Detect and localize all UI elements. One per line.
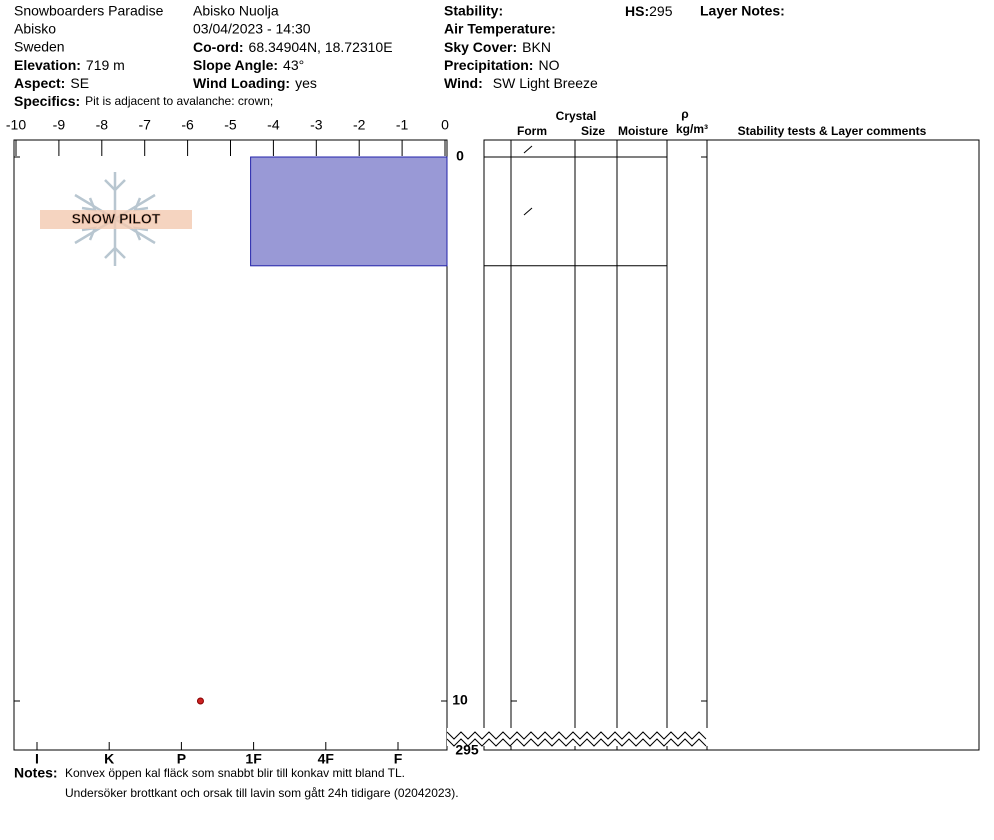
precipitation: Precipitation: NO [444, 57, 560, 73]
hardness-tick-label: 1F [245, 751, 262, 767]
value: SW Light Breeze [493, 75, 598, 91]
elevation: Elevation: 719 m [14, 57, 125, 73]
temperature-tick-label: -6 [181, 117, 194, 133]
temperature-tick-label: -5 [224, 117, 237, 133]
layer-notes: Layer Notes: [700, 3, 785, 19]
stability: Stability: [444, 3, 503, 19]
note-line: Undersöker brottkant och orsak till lavi… [65, 786, 459, 800]
logo-text: SNOW PILOT [72, 211, 161, 227]
temperature-tick-label: -2 [353, 117, 366, 133]
axis-break [446, 731, 707, 740]
label: Elevation: [14, 57, 81, 73]
air-temperature: Air Temperature: [444, 21, 556, 37]
temperature-tick-label: -9 [53, 117, 66, 133]
label: Sky Cover: [444, 39, 517, 55]
notes-label: Notes: [14, 765, 58, 781]
wind: Wind: SW Light Breeze [444, 75, 598, 91]
note-line: Konvex öppen kal fläck som snabbt blir t… [65, 766, 405, 780]
datetime: 03/04/2023 - 14:30 [193, 21, 311, 37]
label: Aspect: [14, 75, 65, 91]
label: Co-ord: [193, 39, 244, 55]
hardness-tick-label: 4F [318, 751, 335, 767]
region: Abisko [14, 21, 56, 37]
form-symbol [523, 207, 533, 216]
value: BKN [522, 39, 551, 55]
axis-break [446, 738, 707, 747]
value: Pit is adjacent to avalanche: crown; [85, 94, 273, 108]
temperature-tick-label: -7 [138, 117, 151, 133]
country: Sweden [14, 39, 65, 55]
moisture-header: Moisture [618, 124, 668, 138]
table-columns [510, 140, 708, 750]
table-frame [483, 139, 980, 751]
temperature-tick-label: -3 [310, 117, 323, 133]
comments-header: Stability tests & Layer comments [738, 124, 927, 138]
hardness-tick-label: K [104, 751, 114, 767]
label: Specifics: [14, 93, 80, 109]
label: Wind Loading: [193, 75, 290, 91]
depth-tick-label: 0 [456, 148, 464, 164]
value: 295 [649, 3, 673, 19]
wind-loading: Wind Loading: yes [193, 75, 317, 91]
label: Wind: [444, 75, 483, 91]
hardness-tick-label: I [35, 751, 39, 767]
temperature-tick-label: -1 [396, 117, 409, 133]
depth-tick-label: 295 [455, 742, 479, 758]
specifics: Specifics: Pit is adjacent to avalanche: … [14, 93, 273, 109]
label: Precipitation: [444, 57, 533, 73]
temperature-tick-label: -4 [267, 117, 280, 133]
hardness-tick-label: F [394, 751, 403, 767]
temperature-point [196, 697, 204, 705]
aspect: Aspect: SE [14, 75, 89, 91]
coord: Co-ord: 68.34904N, 18.72310E [193, 39, 393, 55]
crystal-header: Crystal [556, 109, 597, 123]
label: Slope Angle: [193, 57, 278, 73]
logo-band [40, 210, 192, 229]
rho-header: ρ [681, 107, 688, 121]
depth-tick-label: 10 [452, 692, 468, 708]
sky-cover: Sky Cover: BKN [444, 39, 551, 55]
form-symbol [523, 145, 533, 154]
value: yes [295, 75, 317, 91]
hardness-layer [250, 156, 448, 267]
value: 43° [283, 57, 304, 73]
value: SE [70, 75, 89, 91]
slope-angle: Slope Angle: 43° [193, 57, 304, 73]
value: 719 m [86, 57, 125, 73]
site: Abisko Nuolja [193, 3, 279, 19]
hardness-tick-label: P [177, 751, 186, 767]
hs: HS:295 [625, 3, 673, 19]
form-header: Form [517, 124, 547, 138]
size-header: Size [581, 124, 605, 138]
temperature-tick-label: -8 [96, 117, 109, 133]
value: NO [538, 57, 559, 73]
temperature-tick-label: -10 [6, 117, 26, 133]
temperature-tick-label: 0 [441, 117, 449, 133]
label: HS: [625, 3, 649, 19]
density-unit: kg/m³ [676, 122, 708, 136]
value: 68.34904N, 18.72310E [249, 39, 393, 55]
location: Snowboarders Paradise [14, 3, 164, 19]
